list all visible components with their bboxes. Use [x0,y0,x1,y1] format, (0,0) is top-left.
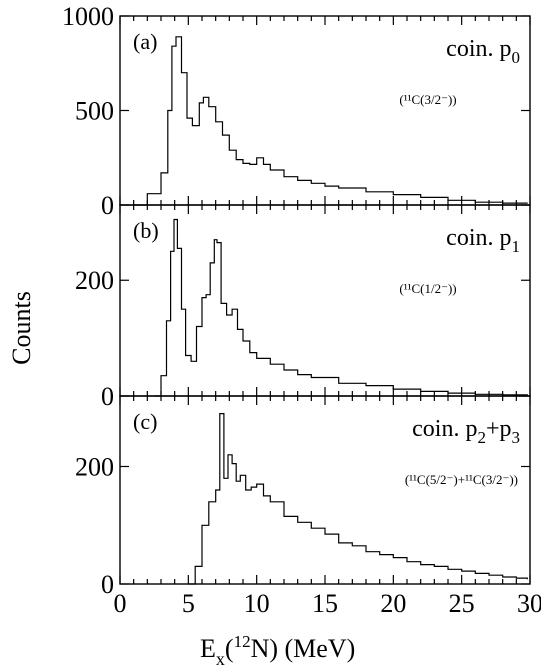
y-tick-label: 1000 [62,2,114,31]
coincidence-label: coin. p1 [446,225,520,256]
coincidence-label-main: coin. p [446,225,511,251]
coincidence-label-subscript-2: 3 [512,428,521,447]
final-state-label: (¹¹C(1/2⁻)) [399,281,456,296]
x-axis-title-e: E [200,634,216,663]
y-tick-label: 0 [101,570,114,599]
panel-1: 0 200 (b) coin. p1 (¹¹C(1/2⁻)) [75,204,531,411]
x-tick-label: 0 [114,589,127,618]
y-tick-label: 0 [101,382,114,411]
final-state-label: (¹¹C(3/2⁻)) [399,92,456,107]
coincidence-label-subscript: 0 [512,48,521,67]
x-tick-label: 10 [244,589,270,618]
x-tick-label: 30 [517,589,541,618]
final-state-label: (¹¹C(5/2⁻)+¹¹C(3/2⁻)) [405,472,518,487]
x-tick-label: 25 [449,589,475,618]
x-axis-title-sub: x [216,649,225,667]
panel-tag: (a) [133,29,157,54]
x-tick-label: 15 [312,589,338,618]
coincidence-label: coin. p0 [446,36,520,67]
x-axis-title-open: ( [225,634,234,663]
x-tick-label: 20 [380,589,406,618]
coincidence-label-plus: +p [486,416,512,442]
y-tick-label: 200 [75,266,114,295]
coincidence-label-main: coin. p [412,416,477,442]
y-tick-label: 0 [101,191,114,220]
coincidence-label-main: coin. p [446,36,511,62]
histogram-line [154,218,528,397]
y-tick-label: 500 [75,97,114,126]
coincidence-label-subscript: 2 [477,428,486,447]
x-axis-title-rest: N) (MeV) [251,634,356,663]
x-axis-title-mass: 12 [234,632,251,651]
histogram-line [133,36,528,206]
x-axis-title: Ex(12N) (MeV) [200,632,355,667]
x-tick-label: 5 [182,589,195,618]
coincidence-label: coin. p2+p3 [412,416,520,447]
y-tick-label: 200 [75,453,114,482]
panel-tag: (b) [133,218,159,243]
histogram-line [188,413,528,585]
y-axis-title: Counts [7,291,36,365]
panel-tag: (c) [133,409,157,434]
coincidence-label-subscript: 1 [512,237,521,256]
panel-2: 0 200 (c) coin. p2+p3 (¹¹C(5/2⁻)+¹¹C(3/2⁻)) [75,395,531,599]
